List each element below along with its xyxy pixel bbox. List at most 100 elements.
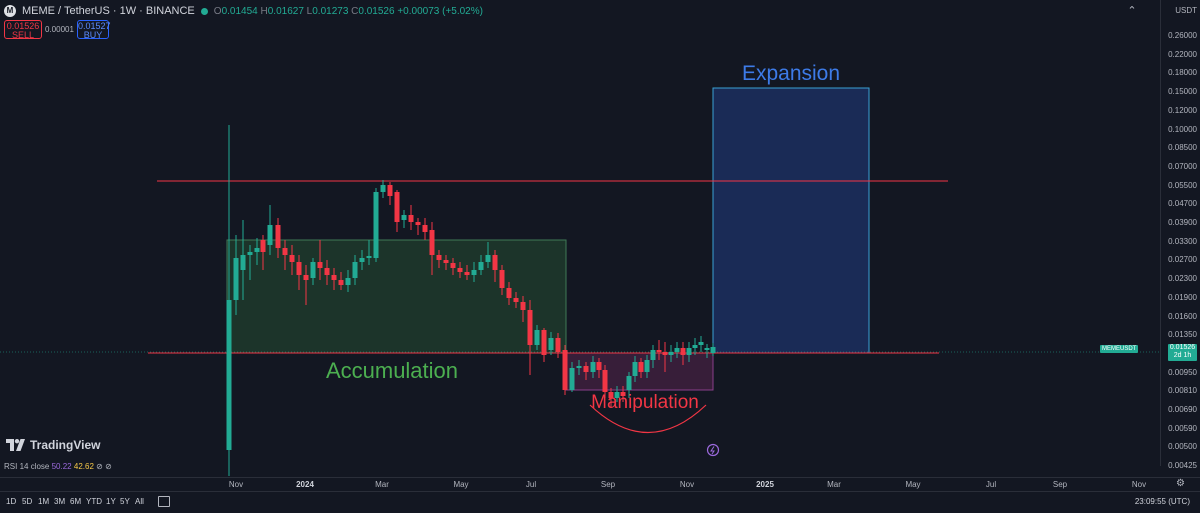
price-label: 0.02300 bbox=[1168, 274, 1197, 284]
candle-body bbox=[650, 350, 656, 360]
price-label: 0.00950 bbox=[1168, 367, 1197, 377]
candle-body bbox=[710, 347, 716, 353]
candle-body bbox=[692, 345, 698, 348]
hide-indicator-icon[interactable]: ⊘ ⊘ bbox=[96, 462, 112, 471]
range-button[interactable]: 1M bbox=[38, 497, 50, 506]
candle-body bbox=[408, 215, 414, 222]
symbol-price-tag: MEMEUSDT bbox=[1100, 345, 1139, 353]
time-label: Nov bbox=[679, 480, 695, 489]
buy-label: BUY bbox=[83, 30, 103, 40]
tradingview-logo-icon bbox=[6, 439, 25, 451]
current-price: 0.01526 bbox=[1169, 344, 1196, 351]
candle-body bbox=[443, 260, 449, 263]
candle-body bbox=[614, 392, 620, 398]
candle-body bbox=[331, 275, 337, 280]
price-label: 0.01600 bbox=[1168, 311, 1197, 321]
time-label: Jul bbox=[985, 480, 997, 489]
range-button[interactable]: 1Y bbox=[106, 497, 116, 506]
candle-body bbox=[569, 368, 575, 390]
candle-body bbox=[492, 255, 498, 270]
candle-body bbox=[457, 268, 463, 272]
candle-body bbox=[596, 362, 602, 370]
candle-body bbox=[674, 348, 680, 352]
price-label: 0.00500 bbox=[1168, 442, 1197, 452]
candle-body bbox=[359, 258, 365, 262]
range-button[interactable]: 3M bbox=[54, 497, 66, 506]
time-label: Jul bbox=[525, 480, 537, 489]
price-axis[interactable]: USDT 0.26000 0.22000 0.18000 0.15000 0.12000… bbox=[1160, 0, 1200, 470]
candle-body bbox=[366, 256, 372, 258]
price-chart[interactable]: Accumulation Manipulation Expansion bbox=[0, 0, 1160, 476]
candle-body bbox=[499, 270, 505, 288]
candle-body bbox=[686, 348, 692, 355]
candle-body bbox=[394, 192, 400, 222]
price-label: 0.00425 bbox=[1168, 461, 1197, 471]
candle-body bbox=[583, 366, 589, 372]
candle-body bbox=[698, 342, 704, 345]
event-marker-icon[interactable] bbox=[706, 443, 720, 457]
candle-body bbox=[590, 362, 596, 372]
time-label: Sep bbox=[1052, 480, 1068, 489]
candle-body bbox=[254, 248, 260, 252]
time-label: Nov bbox=[228, 480, 244, 489]
candle-body bbox=[380, 185, 386, 192]
price-label: 0.01900 bbox=[1168, 292, 1197, 302]
candle-body bbox=[247, 252, 253, 255]
candle-body bbox=[387, 185, 393, 196]
candle-body bbox=[576, 366, 582, 368]
expansion-label: Expansion bbox=[742, 62, 840, 85]
market-status-icon bbox=[200, 7, 208, 15]
range-button[interactable]: All bbox=[135, 497, 144, 506]
candle-body bbox=[415, 222, 421, 225]
candle-body bbox=[555, 338, 561, 352]
sell-button[interactable]: 0.01526 SELL bbox=[4, 20, 42, 40]
candle-body bbox=[620, 392, 626, 396]
rsi-legend[interactable]: RSI 14 close 50.22 42.62 ⊘ ⊘ bbox=[4, 462, 112, 471]
utc-clock[interactable]: 23:09:55 (UTC) bbox=[1134, 497, 1190, 506]
candle-body bbox=[267, 225, 273, 245]
calendar-icon[interactable] bbox=[158, 496, 170, 507]
candle-body bbox=[644, 360, 650, 372]
time-label: Mar bbox=[827, 480, 841, 489]
buy-price: 0.01527 bbox=[78, 21, 111, 31]
bottom-toolbar: 1D 5D 1M 3M 6M YTD 1Y 5Y All 23:09:55 (UTC) bbox=[0, 491, 1200, 513]
price-label: 0.03300 bbox=[1168, 236, 1197, 246]
candle-body bbox=[608, 392, 614, 398]
range-button[interactable]: 6M bbox=[70, 497, 82, 506]
candle-body bbox=[662, 352, 668, 355]
candle-body bbox=[464, 272, 470, 275]
candle-body bbox=[638, 362, 644, 372]
range-button[interactable]: YTD bbox=[86, 497, 102, 506]
candle-body bbox=[668, 352, 674, 355]
time-label: May bbox=[453, 480, 469, 489]
range-button[interactable]: 1D bbox=[6, 497, 17, 506]
price-label: 0.04700 bbox=[1168, 199, 1197, 209]
expansion-zone[interactable] bbox=[712, 87, 870, 354]
buy-button[interactable]: 0.01527 BUY bbox=[77, 20, 111, 40]
candle-body bbox=[704, 348, 710, 350]
price-label: 0.00590 bbox=[1168, 423, 1197, 433]
candle-body bbox=[429, 230, 435, 255]
chevron-up-icon[interactable]: ⌃ bbox=[1127, 5, 1137, 17]
price-label: 0.18000 bbox=[1168, 68, 1197, 78]
gear-icon[interactable]: ⚙ bbox=[1176, 478, 1185, 489]
candle-body bbox=[506, 288, 512, 298]
candle-body bbox=[485, 255, 491, 262]
time-label: May bbox=[905, 480, 921, 489]
candle-body bbox=[541, 330, 547, 355]
ohlc-values: O0.01454 H0.01627 L0.01273 C0.01526 +0.0… bbox=[213, 5, 483, 17]
lightning-icon bbox=[710, 446, 715, 455]
time-label: 2025 bbox=[756, 480, 774, 489]
symbol-title[interactable]: MEME / TetherUS · 1W · BINANCE bbox=[22, 5, 195, 17]
range-button[interactable]: 5Y bbox=[120, 497, 130, 506]
chart-header: M MEME / TetherUS · 1W · BINANCE O0.0145… bbox=[4, 3, 483, 19]
price-label: 0.03900 bbox=[1168, 218, 1197, 227]
candle-body bbox=[289, 255, 295, 262]
range-button[interactable]: 5D bbox=[22, 497, 33, 506]
price-label: 0.15000 bbox=[1168, 87, 1197, 97]
tradingview-logo[interactable]: TradingView bbox=[6, 438, 100, 452]
time-axis[interactable]: Nov 2024 Mar May Jul Sep Nov 2025 Mar May Jul Sep No… bbox=[0, 477, 1200, 491]
candle-body bbox=[513, 298, 519, 302]
candle-body bbox=[520, 302, 526, 310]
